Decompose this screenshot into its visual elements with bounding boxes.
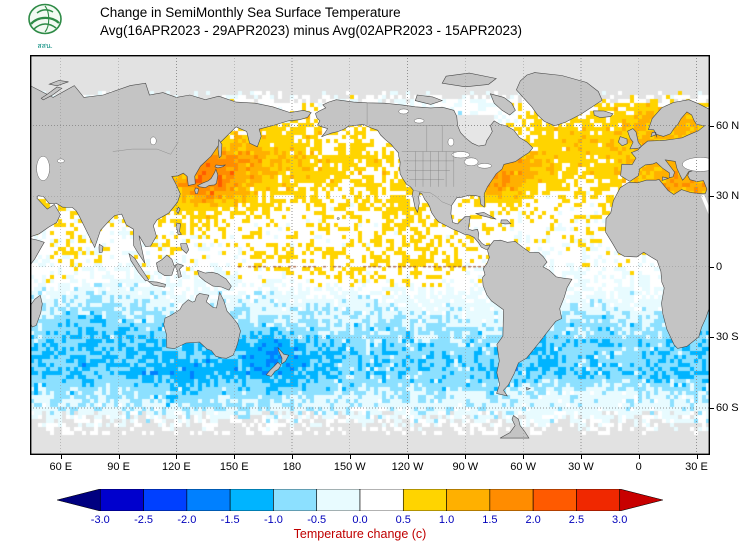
coastline-overlay	[30, 55, 710, 455]
leaf-logo-icon	[28, 3, 62, 35]
lon-tickmark	[465, 455, 467, 459]
lon-tickmark	[118, 455, 120, 459]
colorbar-tick-label: -3.0	[90, 514, 110, 526]
colorbar-tick-label: 3.0	[612, 514, 628, 526]
lon-tick-label: 60 W	[510, 461, 536, 473]
lon-tickmark	[407, 455, 409, 459]
lon-tickmark	[638, 455, 640, 459]
figure-subtitle: Avg(16APR2023 - 29APR2023) minus Avg(02A…	[100, 23, 523, 38]
lon-tickmark	[696, 455, 698, 459]
colorbar-tick-label: -2.0	[177, 514, 197, 526]
colorbar-tick-label: -1.0	[263, 514, 283, 526]
colorbar-tick-label: 0.0	[352, 514, 368, 526]
lon-tick-label: 150 E	[219, 461, 249, 473]
figure-title: Change in SemiMonthly Sea Surface Temper…	[100, 5, 401, 20]
colorbar-tick-label: 0.5	[395, 514, 411, 526]
lat-tick-label: 0	[716, 260, 723, 273]
colorbar-title: Temperature change (c)	[293, 527, 427, 541]
lon-tickmark	[60, 455, 62, 459]
lat-tickmark	[710, 196, 714, 198]
colorbar-tick-label: -0.5	[307, 514, 327, 526]
lon-tick-label: 60 E	[49, 461, 73, 473]
colorbar-scale	[56, 488, 664, 512]
lon-tick-label: 30 E	[685, 461, 708, 473]
colorbar	[56, 488, 664, 512]
lon-tickmark	[349, 455, 351, 459]
logo-caption: สสน.	[37, 43, 53, 50]
lon-tick-label: 90 W	[452, 461, 479, 473]
lon-tick-label: 150 W	[333, 461, 366, 473]
lon-tickmark	[234, 455, 236, 459]
lat-tickmark	[710, 266, 714, 268]
lat-tickmark	[710, 407, 714, 409]
lat-tick-label: 60 S	[716, 401, 739, 414]
colorbar-tick-label: -1.5	[220, 514, 240, 526]
colorbar-tick-label: 2.5	[568, 514, 585, 526]
lat-tickmark	[710, 337, 714, 339]
colorbar-tick-label: 2.0	[525, 514, 541, 526]
world-sst-map	[30, 55, 710, 455]
colorbar-tick-label: 1.0	[438, 514, 455, 526]
lon-tick-label: 90 E	[107, 461, 130, 473]
lon-tick-label: 180	[282, 461, 302, 473]
lon-tickmark	[176, 455, 178, 459]
colorbar-tick-label: -2.5	[134, 514, 154, 526]
lon-tick-label: 0	[635, 461, 642, 473]
figure-titles: Change in SemiMonthly Sea Surface Temper…	[100, 4, 522, 40]
lon-tick-label: 120 E	[162, 461, 191, 473]
lon-tick-label: 120 W	[391, 461, 424, 473]
colorbar-tick-label: 1.5	[482, 514, 498, 526]
lon-tickmark	[291, 455, 293, 459]
lon-tickmark	[523, 455, 525, 459]
lat-tick-label: 30 S	[716, 331, 739, 344]
lat-tick-label: 60 N	[716, 119, 740, 132]
lat-tick-label: 30 N	[716, 190, 740, 203]
lon-tick-label: 30 W	[568, 461, 594, 473]
institute-logo: สสน.	[22, 2, 68, 52]
lon-tickmark	[580, 455, 582, 459]
lat-tickmark	[710, 125, 714, 127]
